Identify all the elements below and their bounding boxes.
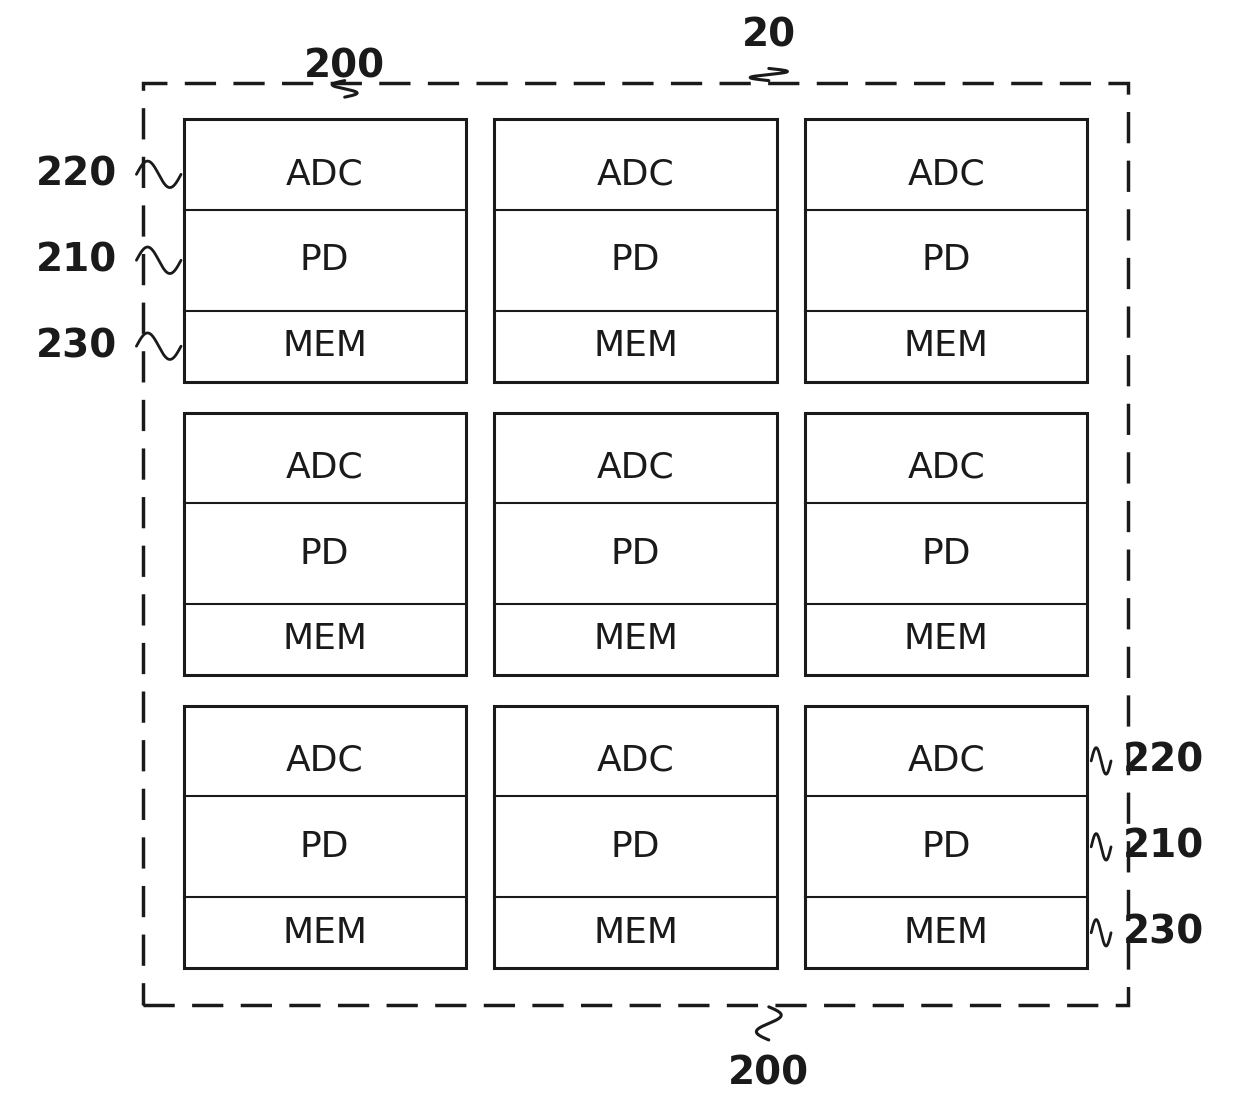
Bar xyxy=(495,413,776,675)
Text: 230: 230 xyxy=(36,327,118,365)
Text: 200: 200 xyxy=(304,47,386,85)
Text: PD: PD xyxy=(300,243,350,277)
Text: PD: PD xyxy=(300,830,350,863)
Text: PD: PD xyxy=(611,830,660,863)
Text: MEM: MEM xyxy=(283,623,367,657)
Text: MEM: MEM xyxy=(283,916,367,949)
Text: PD: PD xyxy=(921,830,971,863)
Text: MEM: MEM xyxy=(593,329,678,363)
Text: PD: PD xyxy=(921,537,971,571)
Text: ADC: ADC xyxy=(285,744,363,778)
Text: PD: PD xyxy=(611,537,660,571)
Text: 210: 210 xyxy=(1122,828,1204,866)
Text: PD: PD xyxy=(611,243,660,277)
Bar xyxy=(143,83,1128,1005)
Text: 200: 200 xyxy=(728,1054,810,1092)
Text: MEM: MEM xyxy=(593,623,678,657)
Text: ADC: ADC xyxy=(908,744,986,778)
Text: 210: 210 xyxy=(36,242,118,279)
Bar xyxy=(495,119,776,382)
Text: PD: PD xyxy=(921,243,971,277)
Bar xyxy=(805,119,1087,382)
Text: ADC: ADC xyxy=(596,744,675,778)
Text: ADC: ADC xyxy=(596,450,675,485)
Text: 230: 230 xyxy=(1122,914,1204,952)
Bar xyxy=(184,119,466,382)
Text: ADC: ADC xyxy=(908,450,986,485)
Text: MEM: MEM xyxy=(904,623,988,657)
Text: 220: 220 xyxy=(1122,742,1204,779)
Bar xyxy=(495,705,776,968)
Text: ADC: ADC xyxy=(285,450,363,485)
Text: MEM: MEM xyxy=(593,916,678,949)
Text: ADC: ADC xyxy=(908,158,986,191)
Bar xyxy=(184,413,466,675)
Text: MEM: MEM xyxy=(283,329,367,363)
Bar xyxy=(805,705,1087,968)
Bar xyxy=(805,413,1087,675)
Text: PD: PD xyxy=(300,537,350,571)
Bar xyxy=(184,705,466,968)
Text: ADC: ADC xyxy=(596,158,675,191)
Text: MEM: MEM xyxy=(904,916,988,949)
Text: 220: 220 xyxy=(36,156,118,193)
Text: ADC: ADC xyxy=(285,158,363,191)
Text: 20: 20 xyxy=(742,17,796,54)
Text: MEM: MEM xyxy=(904,329,988,363)
